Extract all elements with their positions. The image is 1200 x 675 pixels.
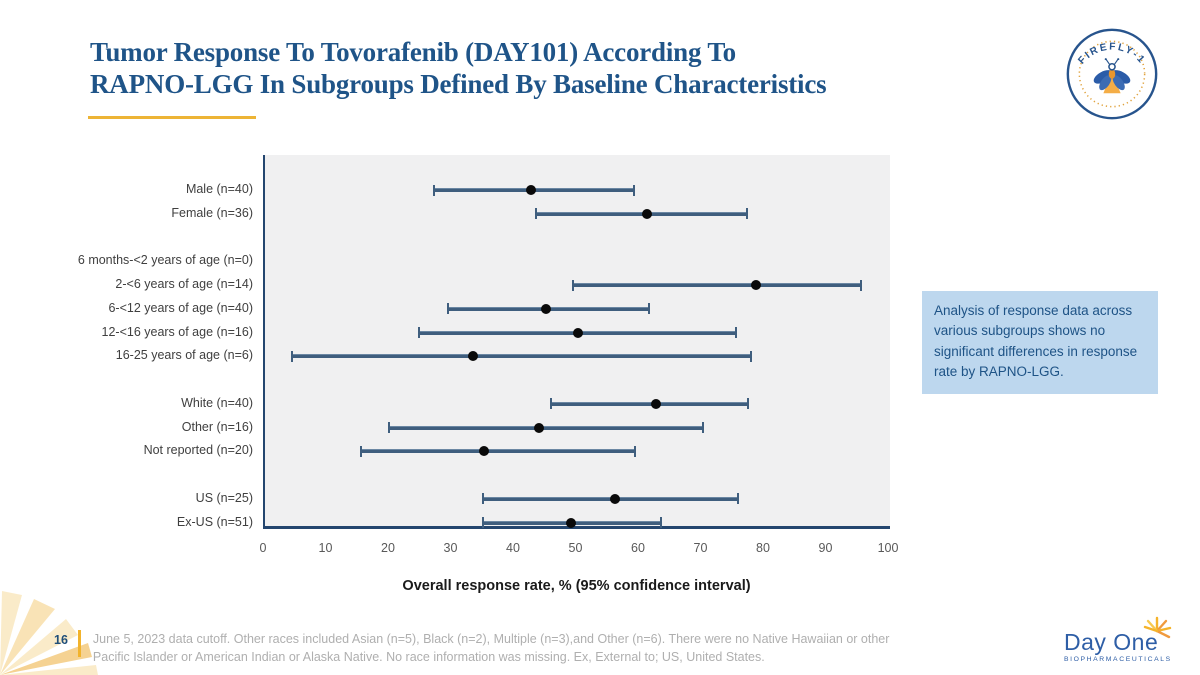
ci-cap (447, 303, 450, 315)
ci-line (388, 425, 704, 430)
forest-plot-area (263, 155, 890, 529)
ci-line (536, 211, 747, 216)
firefly-badge-icon: FIREFLY-1 (1066, 28, 1158, 120)
firefly-icon (1093, 58, 1131, 94)
page-number: 16 (54, 633, 68, 647)
category-label: Female (n=36) (171, 205, 253, 220)
x-tick-label: 10 (318, 541, 333, 555)
ci-cap (418, 327, 421, 338)
ci-cap (747, 398, 750, 410)
x-axis-title: Overall response rate, % (95% confidence… (402, 578, 751, 594)
category-label: 6 months-<2 years of age (n=0) (77, 253, 253, 268)
x-tick-label: 0 (259, 541, 267, 555)
ci-point (572, 327, 583, 338)
annotation-box: Analysis of response data across various… (922, 291, 1158, 394)
slide-title: Tumor Response To Tovorafenib (DAY101) A… (90, 37, 827, 100)
ci-point (478, 446, 489, 457)
ci-cap (736, 493, 739, 505)
x-tick-label: 20 (381, 541, 395, 555)
category-label: 16-25 years of age (n=6) (115, 348, 253, 363)
category-label: Ex-US (n=51) (176, 514, 253, 529)
x-tick-label: 70 (693, 541, 708, 555)
category-label: 2-<6 years of age (n=14) (115, 277, 253, 291)
ci-cap (745, 208, 748, 220)
x-tick-label: 100 (877, 541, 899, 555)
ci-cap (482, 493, 485, 505)
category-label: 12-<16 years of age (n=16) (101, 324, 254, 339)
category-label: Not reported (n=20) (143, 443, 253, 458)
ci-cap (633, 184, 636, 196)
ci-cap (859, 279, 862, 291)
x-tick-label: 40 (506, 541, 520, 555)
ci-cap (481, 517, 484, 528)
ci-point (610, 493, 620, 504)
x-tick-label: 90 (818, 541, 833, 555)
x-tick-label: 60 (631, 541, 645, 555)
footer: 16 June 5, 2023 data cutoff. Other races… (54, 630, 893, 666)
category-label: Male (n=40) (185, 182, 253, 196)
ci-point (650, 398, 661, 409)
ci-cap (634, 445, 636, 457)
ci-cap (550, 398, 553, 410)
category-label: White (n=40) (181, 395, 253, 410)
ci-point (525, 185, 536, 195)
ci-line (551, 401, 749, 406)
day-one-logo-text: Day One (1064, 616, 1172, 654)
ci-point (566, 517, 577, 528)
ci-cap (571, 279, 574, 291)
ci-cap (734, 327, 737, 338)
ci-cap (387, 422, 390, 433)
ci-cap (432, 184, 435, 196)
ci-cap (648, 303, 651, 315)
ci-point (468, 351, 479, 362)
ci-cap (360, 445, 363, 457)
x-tick-label: 80 (756, 541, 770, 555)
ci-cap (660, 517, 663, 528)
ci-cap (290, 350, 293, 362)
category-label: Other (n=16) (181, 419, 253, 434)
ci-point (541, 303, 552, 314)
ci-point (641, 208, 652, 219)
category-label: US (n=25) (195, 490, 253, 505)
sunburst-icon (1143, 616, 1172, 639)
day-one-logo: Day One BIOPHARMACEUTICALS (1064, 616, 1172, 663)
ci-cap (702, 422, 705, 433)
ci-line (361, 449, 635, 454)
category-label: 6-<12 years of age (n=40) (108, 300, 253, 315)
x-tick-label: 50 (568, 541, 583, 555)
title-underline (88, 116, 256, 119)
ci-line (572, 283, 861, 287)
firefly-badge: FIREFLY-1 (1064, 26, 1160, 122)
footnote-text: June 5, 2023 data cutoff. Other races in… (92, 632, 890, 665)
ci-point (751, 280, 762, 290)
ci-line (291, 354, 751, 359)
ci-cap (749, 350, 752, 362)
x-tick-label: 30 (443, 541, 458, 555)
footer-divider-bar (77, 630, 81, 657)
badge-dotted-ring (1078, 40, 1146, 108)
ci-point (533, 422, 544, 433)
day-one-logo-subtext: BIOPHARMACEUTICALS (1064, 656, 1172, 663)
ci-cap (535, 208, 538, 220)
